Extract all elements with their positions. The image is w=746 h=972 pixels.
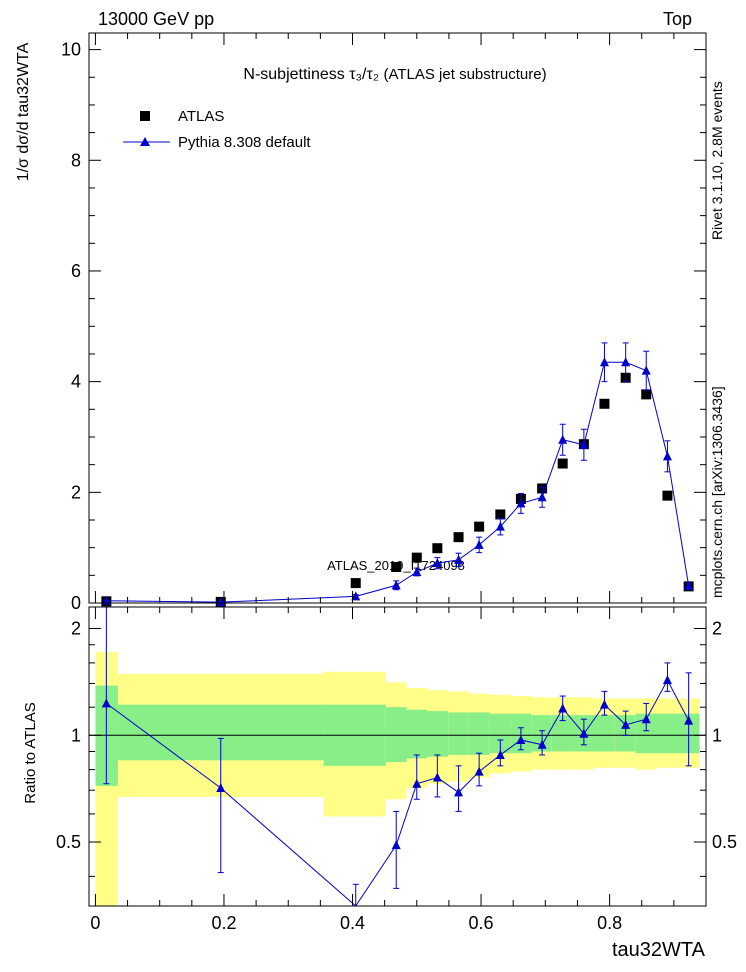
x-axis-label: tau32WTA [612, 939, 706, 961]
ratio-point [216, 783, 226, 793]
atlas-data-point [453, 532, 464, 543]
ratio-ytick-label-right: 2 [712, 619, 722, 639]
pythia-point [432, 558, 442, 568]
atlas-data-point [495, 509, 506, 520]
pythia-point [684, 580, 694, 590]
ratio-point [599, 699, 609, 709]
legend: ATLAS Pythia 8.308 default [123, 108, 311, 151]
main-ytick-label: 0 [71, 593, 81, 613]
ratio-xtick-label: 0.6 [469, 913, 494, 933]
atlas-data-point [411, 552, 422, 563]
inner-band-bin [427, 711, 449, 757]
inner-band-bin [406, 709, 428, 759]
ratio-ytick-label-right: 1 [712, 725, 722, 745]
ratio-ylabel: Ratio to ATLAS [22, 702, 39, 803]
ratio-ytick-label-right: 0.5 [712, 832, 737, 852]
atlas-data-point [557, 458, 568, 469]
pythia-point [474, 539, 484, 549]
atlas-data-point [350, 578, 361, 589]
ratio-line [106, 679, 690, 907]
pythia-point [216, 597, 226, 607]
inner-band-bin [448, 712, 469, 755]
pythia-point [412, 567, 422, 577]
pythia-point [579, 439, 589, 449]
inner-band-bin [593, 715, 615, 752]
ratio-point [579, 728, 589, 738]
ratio-point [101, 698, 111, 708]
plot-title-main: N-subjettiness [243, 66, 344, 83]
pythia-point [516, 498, 526, 508]
ratio-frame [88, 606, 707, 907]
inner-band-bin [468, 712, 490, 755]
mcplots-tag: mcplots.cern.ch [arXiv:1306.3436] [709, 386, 725, 598]
ratio-xtick-label: 0.2 [211, 913, 236, 933]
ratio-uncertainty-bands [89, 651, 706, 906]
pythia-point [558, 434, 568, 444]
pythia-line [106, 361, 690, 603]
main-ylabel: 1/σ dσ/d tau32WTA [15, 42, 32, 181]
atlas-data-point [474, 521, 485, 532]
main-frame [88, 32, 707, 604]
axes: 0 2 4 6 8 10 0 0.2 0.4 0.6 0.8 0.5 0.5 1 1 2 2 [56, 32, 737, 933]
pythia-point [351, 591, 361, 601]
legend-mc-label: Pythia 8.308 default [178, 134, 311, 151]
inner-band-bin [656, 713, 678, 754]
inner-band-bin [635, 713, 657, 754]
ratio-point [454, 787, 464, 797]
atlas-data-point [662, 490, 673, 501]
ratio-ytick-label: 2 [71, 619, 81, 639]
ratio-point [412, 778, 422, 788]
atlas-data-point [641, 389, 652, 400]
ratio-xtick-label: 0.4 [340, 913, 365, 933]
inner-band-bin [489, 713, 511, 754]
ratio-point [558, 703, 568, 713]
energy-label: 13000 GeV pp [98, 9, 214, 29]
inner-band-bin [551, 715, 573, 752]
pythia-point [495, 521, 505, 531]
plot-title-formula: τ₃/τ₂ [349, 66, 379, 83]
pythia-point [537, 492, 547, 502]
legend-atlas-marker [140, 111, 150, 121]
ratio-point [684, 715, 694, 725]
plot-title-note: (ATLAS jet substructure) [383, 66, 546, 83]
ratio-point [621, 719, 631, 729]
ratio-ytick-label: 1 [71, 725, 81, 745]
main-ytick-label: 4 [71, 372, 81, 392]
pythia-point [662, 451, 672, 461]
rivet-tag: Rivet 3.1.10, 2.8M events [709, 81, 725, 240]
main-panel-marks [101, 342, 694, 607]
main-ytick-label: 6 [71, 261, 81, 281]
main-ytick-label: 10 [61, 40, 81, 60]
pythia-point [391, 580, 401, 590]
ratio-point [537, 739, 547, 749]
pythia-point [454, 554, 464, 564]
ratio-point [641, 714, 651, 724]
inner-band-bin [614, 715, 636, 752]
ratio-point [662, 675, 672, 685]
ratio-point [474, 766, 484, 776]
main-ytick-label: 2 [71, 482, 81, 502]
inner-band-bin [385, 707, 407, 763]
pythia-point [599, 357, 609, 367]
ratio-point [391, 840, 401, 850]
plot-title: N-subjettiness τ₃/τ₂ (ATLAS jet substruc… [243, 66, 546, 83]
ratio-ytick-label: 0.5 [56, 832, 81, 852]
ratio-xtick-label: 0.8 [597, 913, 622, 933]
atlas-data-point [599, 398, 610, 409]
ratio-xtick-label: 0 [90, 913, 100, 933]
main-ytick-label: 8 [71, 150, 81, 170]
process-label: Top [663, 9, 692, 29]
legend-mc-marker [140, 137, 150, 146]
pythia-point [641, 365, 651, 375]
pythia-point [621, 357, 631, 367]
inner-band-bin [531, 715, 552, 752]
ratio-point [432, 772, 442, 782]
atlas-data-point [391, 562, 402, 573]
ratio-point [495, 749, 505, 759]
atlas-data-point [432, 543, 443, 554]
legend-atlas-label: ATLAS [178, 108, 224, 125]
ratio-point [516, 734, 526, 744]
